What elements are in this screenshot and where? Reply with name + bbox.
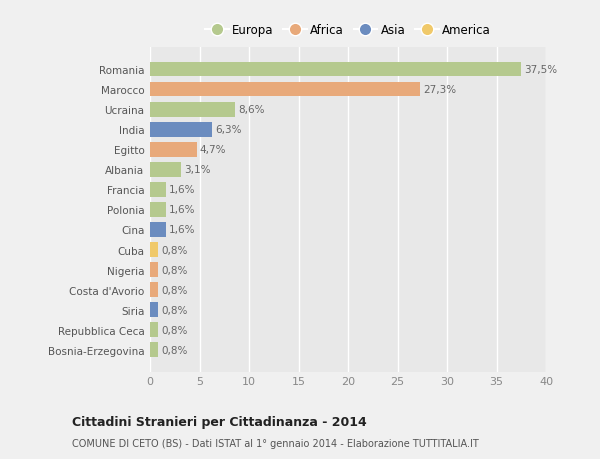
Legend: Europa, Africa, Asia, America: Europa, Africa, Asia, America xyxy=(203,22,493,39)
Bar xyxy=(150,343,158,357)
Text: 8,6%: 8,6% xyxy=(238,105,265,115)
Bar xyxy=(150,163,181,177)
Text: 37,5%: 37,5% xyxy=(524,65,557,75)
Text: 0,8%: 0,8% xyxy=(161,265,187,275)
Text: 1,6%: 1,6% xyxy=(169,225,196,235)
Bar xyxy=(150,83,420,97)
Bar xyxy=(150,103,235,117)
Text: 4,7%: 4,7% xyxy=(199,145,226,155)
Bar xyxy=(150,223,166,237)
Text: Cittadini Stranieri per Cittadinanza - 2014: Cittadini Stranieri per Cittadinanza - 2… xyxy=(72,415,367,428)
Text: 3,1%: 3,1% xyxy=(184,165,210,175)
Bar xyxy=(150,123,212,137)
Text: COMUNE DI CETO (BS) - Dati ISTAT al 1° gennaio 2014 - Elaborazione TUTTITALIA.IT: COMUNE DI CETO (BS) - Dati ISTAT al 1° g… xyxy=(72,438,479,448)
Bar xyxy=(150,243,158,257)
Text: 0,8%: 0,8% xyxy=(161,245,187,255)
Bar xyxy=(150,263,158,277)
Bar xyxy=(150,303,158,317)
Bar xyxy=(150,63,521,77)
Text: 1,6%: 1,6% xyxy=(169,185,196,195)
Text: 0,8%: 0,8% xyxy=(161,325,187,335)
Bar xyxy=(150,183,166,197)
Text: 1,6%: 1,6% xyxy=(169,205,196,215)
Text: 0,8%: 0,8% xyxy=(161,285,187,295)
Bar xyxy=(150,323,158,337)
Text: 6,3%: 6,3% xyxy=(215,125,242,135)
Text: 27,3%: 27,3% xyxy=(423,85,457,95)
Bar xyxy=(150,283,158,297)
Bar xyxy=(150,203,166,217)
Text: 0,8%: 0,8% xyxy=(161,345,187,355)
Bar xyxy=(150,143,197,157)
Text: 0,8%: 0,8% xyxy=(161,305,187,315)
